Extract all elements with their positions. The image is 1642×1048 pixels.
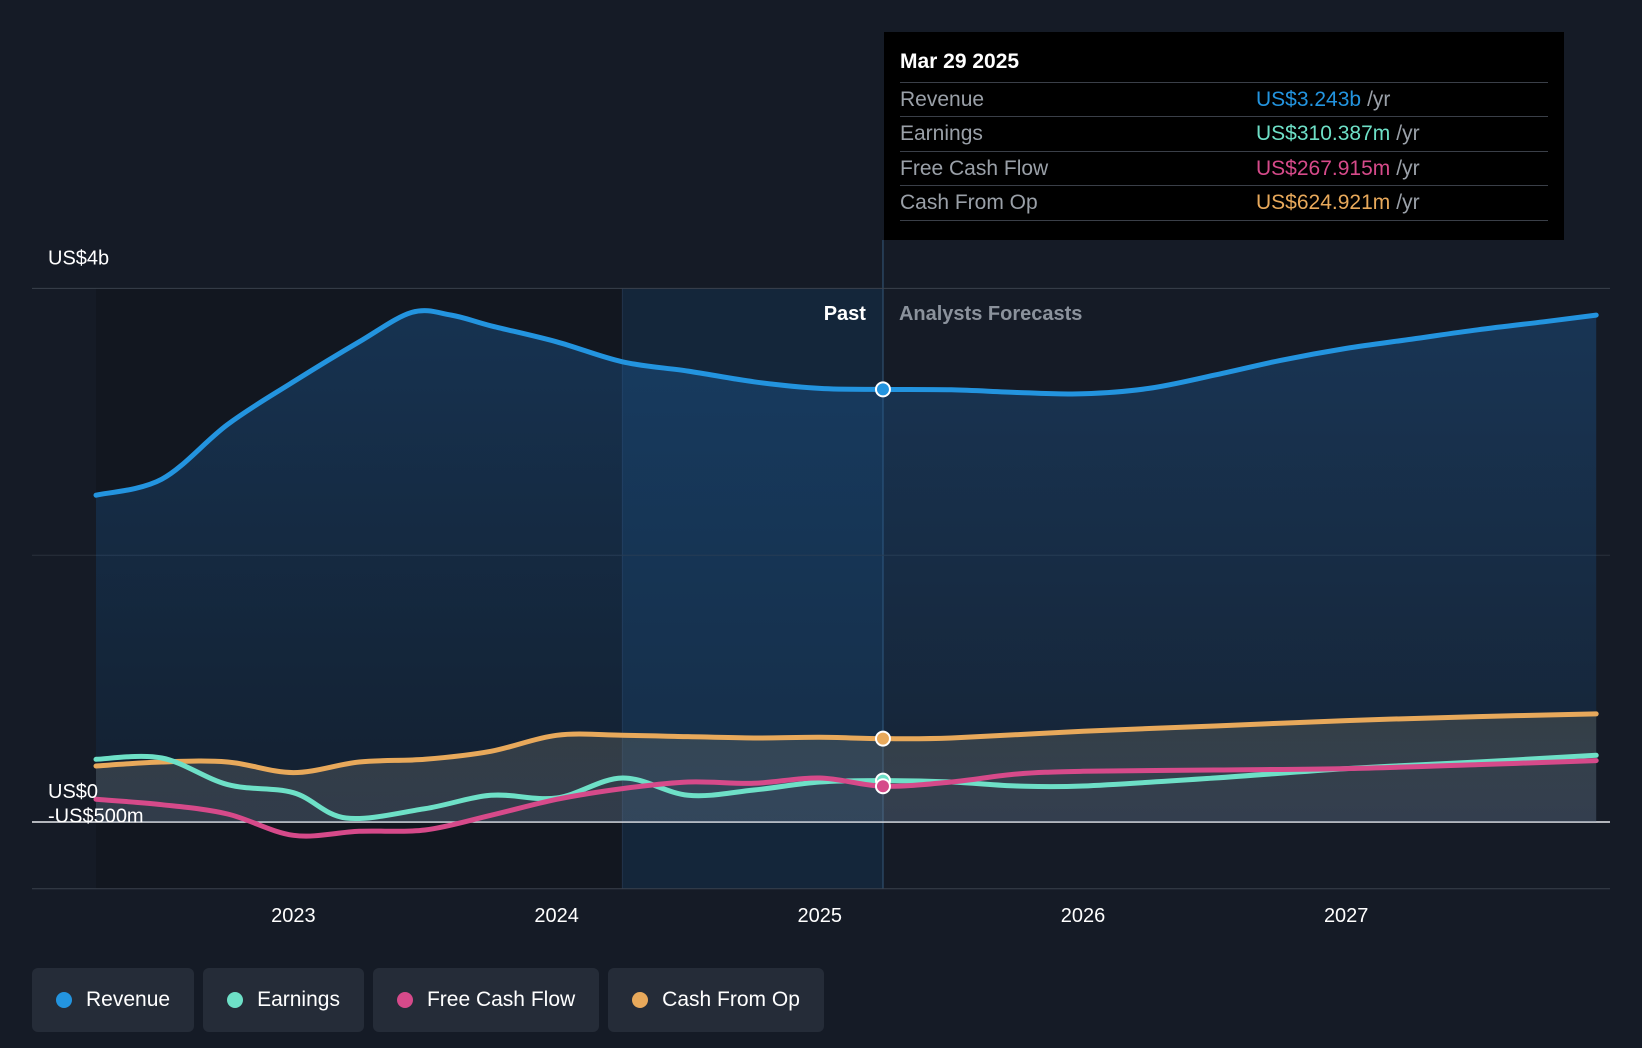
legend-item-revenue[interactable]: Revenue [32,968,195,1032]
tooltip-label: Earnings [900,122,983,145]
revenue-line [93,308,1599,498]
fcf-marker [874,778,891,795]
revenue-area [96,310,1597,822]
legend-dot-icon [396,992,413,1008]
tooltip-value: US$624.921m/yr [1256,186,1420,220]
tooltip-label: Cash From Op [900,191,1038,214]
legend-label: Revenue [86,988,171,1011]
cash-from-op-area [96,713,1597,822]
tooltip-row-earnings: Earnings US$310.387m/yr [900,116,1548,151]
tooltip-value: US$310.387m/yr [1256,117,1420,151]
tooltip-unit: /yr [1396,191,1420,214]
tooltip-value-number: US$310.387m [1256,122,1391,145]
tooltip-label: Revenue [900,88,985,111]
legend-item-free-cash-flow[interactable]: Free Cash Flow [372,968,600,1032]
tooltip-unit: /yr [1396,157,1420,180]
legend-dot-icon [632,992,649,1008]
tooltip-value-number: US$267.915m [1256,157,1391,180]
cfo-marker [874,730,891,747]
tooltip-row-cash-from-op: Cash From Op US$624.921m/yr [900,185,1548,221]
legend-dot-icon [227,992,244,1008]
tooltip-value-number: US$3.243b [1256,88,1362,111]
legend-label: Cash From Op [662,988,800,1011]
tooltip-value: US$267.915m/yr [1256,152,1420,186]
y-tick-label: US$4b [48,247,109,269]
y-tick-label: -US$500m [48,806,144,828]
revenue-marker [874,381,891,398]
legend-item-earnings[interactable]: Earnings [203,968,364,1032]
tooltip-unit: /yr [1367,88,1391,111]
legend-item-cash-from-op[interactable]: Cash From Op [608,968,824,1032]
tooltip-label: Free Cash Flow [900,157,1049,180]
tooltip-value-number: US$624.921m [1256,191,1391,214]
legend: Revenue Earnings Free Cash Flow Cash Fro… [32,968,824,1032]
x-tick-label: 2024 [534,905,579,927]
fcf-line [93,758,1599,839]
earnings-line [93,752,1599,822]
legend-label: Free Cash Flow [426,988,576,1011]
cfo-line [93,711,1599,776]
tooltip-date: Mar 29 2025 [900,50,1020,73]
forecast-label: Analysts Forecasts [899,303,1082,325]
legend-dot-icon [56,992,72,1008]
x-tick-label: 2023 [271,905,316,927]
tooltip-unit: /yr [1396,122,1420,145]
y-tick-label: US$0 [48,781,98,803]
x-tick-label: 2026 [1061,905,1106,927]
tooltip-value: US$3.243b/yr [1256,83,1390,117]
x-tick-label: 2025 [798,905,843,927]
tooltip-row-free-cash-flow: Free Cash Flow US$267.915m/yr [900,151,1548,186]
legend-label: Earnings [257,988,340,1011]
tooltip: Mar 29 2025 Revenue US$3.243b/yr Earning… [884,32,1564,240]
past-label: Past [824,303,867,325]
tooltip-row-revenue: Revenue US$3.243b/yr [900,82,1548,117]
x-tick-label: 2027 [1324,905,1369,927]
